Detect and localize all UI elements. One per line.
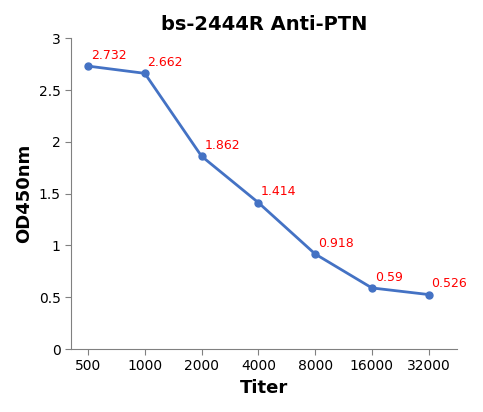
Text: 0.526: 0.526: [431, 277, 467, 290]
Text: 2.732: 2.732: [91, 49, 127, 62]
Text: 2.662: 2.662: [148, 56, 183, 69]
Y-axis label: OD450nm: OD450nm: [15, 144, 33, 243]
X-axis label: Titer: Titer: [240, 379, 288, 397]
Text: 1.862: 1.862: [204, 139, 240, 152]
Text: 0.59: 0.59: [375, 271, 402, 284]
Title: bs-2444R Anti-PTN: bs-2444R Anti-PTN: [161, 15, 367, 34]
Text: 0.918: 0.918: [318, 237, 354, 250]
Text: 1.414: 1.414: [261, 185, 297, 199]
